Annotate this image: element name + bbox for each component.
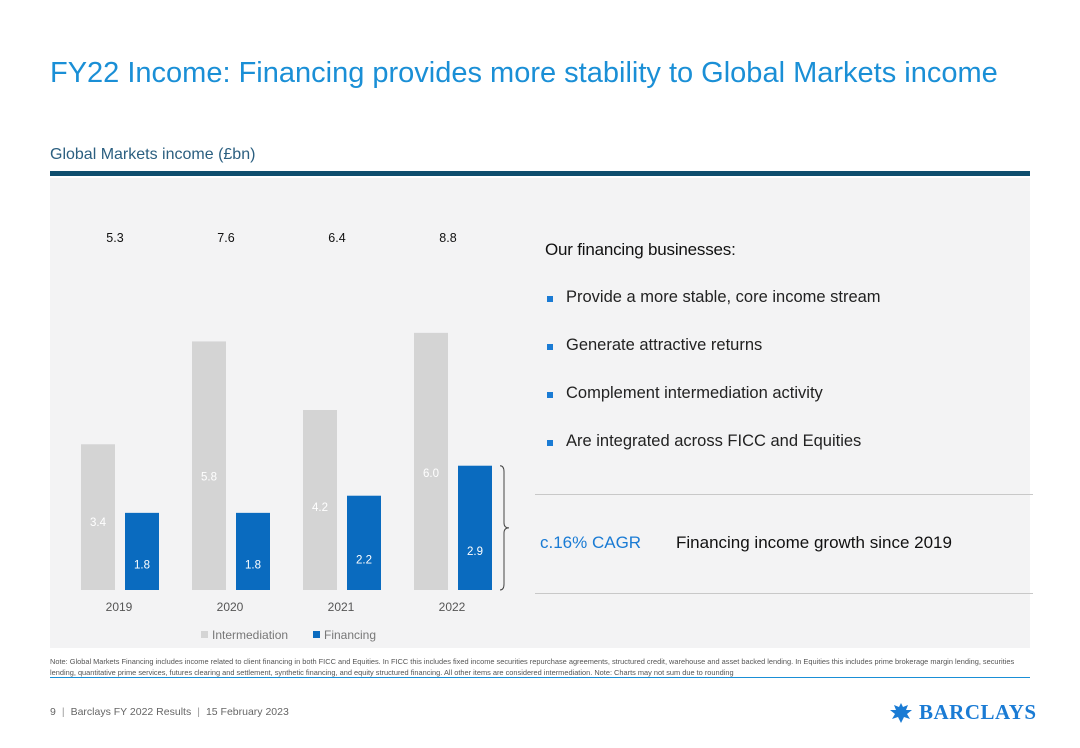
financing-bar-2020 <box>236 512 270 590</box>
cagr-value: c.16% CAGR <box>540 533 642 552</box>
bullet-icon <box>547 440 553 446</box>
intermediation-bar-2020 <box>192 341 226 590</box>
cagr-description: Financing income growth since 2019 <box>676 533 952 552</box>
list-item: Generate attractive returns <box>545 336 881 384</box>
divider-top <box>535 494 1033 495</box>
total-label-2022: 8.8 <box>439 231 456 245</box>
point-text: Provide a more stable, core income strea… <box>566 288 881 306</box>
financing-label-2022: 2.9 <box>467 546 483 558</box>
point-text: Are integrated across FICC and Equities <box>566 432 862 450</box>
financing-bar-2019 <box>125 512 159 590</box>
x-tick-2022: 2022 <box>439 600 466 614</box>
chart-subtitle: Global Markets income (£bn) <box>50 146 256 163</box>
page-number: 9 <box>50 706 56 718</box>
intermediation-bar-2019 <box>81 444 115 590</box>
financing-heading: Our financing businesses: <box>545 240 736 259</box>
barclays-logo: BARCLAYS <box>888 700 1037 725</box>
intermediation-label-2021: 4.2 <box>312 502 328 514</box>
financing-label-2021: 2.2 <box>356 555 372 567</box>
divider-bottom <box>535 593 1033 594</box>
legend-label-intermediation: Intermediation <box>212 628 288 642</box>
financing-points: Provide a more stable, core income strea… <box>545 288 881 480</box>
eagle-icon <box>890 702 912 723</box>
header-rule <box>50 171 1030 176</box>
point-text: Generate attractive returns <box>566 336 763 354</box>
legend-swatch-intermediation <box>201 631 208 638</box>
bullet-icon <box>547 296 553 302</box>
intermediation-bar-2022 <box>414 332 448 590</box>
x-tick-2020: 2020 <box>217 600 244 614</box>
intermediation-label-2019: 3.4 <box>90 517 107 529</box>
financing-bar-2021 <box>347 495 381 590</box>
x-tick-2019: 2019 <box>106 600 133 614</box>
total-label-2019: 5.3 <box>106 231 123 245</box>
logo-text: BARCLAYS <box>919 700 1037 724</box>
intermediation-bar-2021 <box>303 410 337 590</box>
bullet-icon <box>547 344 553 350</box>
footer-rule <box>50 677 1030 678</box>
footer: 9 | Barclays FY 2022 Results | 15 February 2… <box>50 706 289 718</box>
legend-swatch-financing <box>313 631 320 638</box>
intermediation-label-2020: 5.8 <box>201 472 217 484</box>
list-item: Are integrated across FICC and Equities <box>545 432 881 480</box>
x-tick-2021: 2021 <box>328 600 355 614</box>
financing-bar-2022 <box>458 465 492 590</box>
document-date: 15 February 2023 <box>205 706 289 718</box>
point-text: Complement intermediation activity <box>566 384 823 402</box>
list-item: Complement intermediation activity <box>545 384 881 432</box>
list-item: Provide a more stable, core income strea… <box>545 288 881 336</box>
page-title: FY22 Income: Financing provides more sta… <box>50 57 998 89</box>
bullet-icon <box>547 392 553 398</box>
bracket-2022-financing <box>499 465 510 591</box>
total-label-2020: 7.6 <box>217 231 234 245</box>
financing-label-2020: 1.8 <box>245 559 261 571</box>
document-name: Barclays FY 2022 Results <box>70 706 192 718</box>
footnote: Note: Global Markets Financing includes … <box>50 657 1015 677</box>
intermediation-label-2022: 6.0 <box>423 468 439 480</box>
income-chart: 3.4 1.8 5.3 2019 5.8 1.8 7.6 2020 4.2 2.2 6.4 2021 6… <box>81 231 510 642</box>
total-label-2021: 6.4 <box>328 231 345 245</box>
legend-label-financing: Financing <box>324 628 376 642</box>
financing-label-2019: 1.8 <box>134 559 150 571</box>
